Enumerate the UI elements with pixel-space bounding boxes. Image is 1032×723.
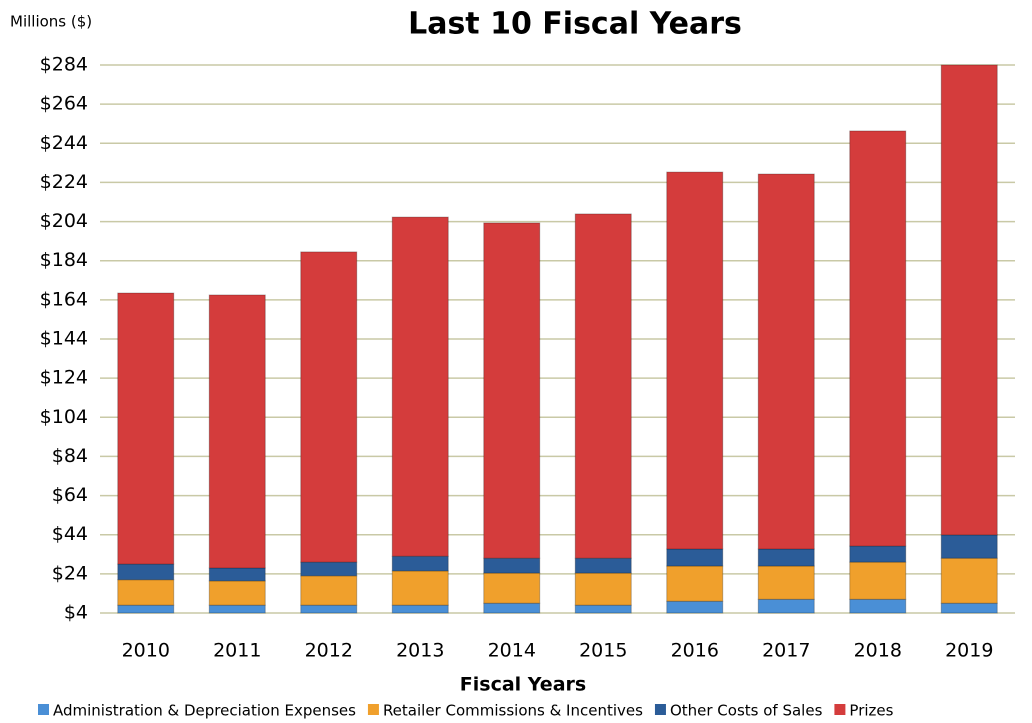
x-tick-label: 2016 <box>671 640 719 662</box>
legend-swatch <box>38 704 49 715</box>
x-tick-label: 2012 <box>305 640 353 662</box>
bar-segment <box>574 572 632 606</box>
bar-segment <box>117 563 175 581</box>
bar-segment <box>483 572 541 604</box>
bar-segment <box>849 561 907 600</box>
y-tick-label: $264 <box>40 93 88 115</box>
bar-segment <box>391 570 449 606</box>
bar-segment <box>849 545 907 563</box>
bar-segment <box>940 557 998 604</box>
legend-label: Administration & Depreciation Expenses <box>53 702 356 720</box>
x-tick-label: 2013 <box>396 640 444 662</box>
bar-segment <box>300 561 358 577</box>
y-tick-label: $164 <box>40 288 88 310</box>
bar-segment <box>666 600 724 614</box>
bar-segment <box>666 548 724 567</box>
bar-segment <box>849 598 907 614</box>
x-tick-label: 2011 <box>213 640 261 662</box>
bar-segment <box>117 579 175 606</box>
bar-segment <box>300 575 358 606</box>
bar-segment <box>849 130 907 547</box>
y-tick-label: $104 <box>40 406 88 428</box>
x-tick-label: 2010 <box>122 640 170 662</box>
bar-segment <box>574 604 632 614</box>
y-tick-label: $204 <box>40 210 88 232</box>
x-tick-label: 2015 <box>579 640 627 662</box>
y-tick-label: $184 <box>40 249 88 271</box>
bar-segment <box>574 213 632 559</box>
y-tick-label: $64 <box>52 484 88 506</box>
y-tick-label: $284 <box>40 54 88 76</box>
bar-segment <box>757 173 815 550</box>
x-tick-label: 2017 <box>762 640 810 662</box>
x-tick-label: 2019 <box>945 640 993 662</box>
bar-segment <box>208 580 266 606</box>
bar-segment <box>300 251 358 563</box>
bar-segment <box>300 604 358 614</box>
bar-segment <box>940 602 998 614</box>
bar-segment <box>391 604 449 614</box>
bar-segment <box>208 567 266 582</box>
legend-label: Retailer Commissions & Incentives <box>383 702 643 720</box>
legend-swatch <box>654 704 666 715</box>
y-axis-label: Millions ($) <box>10 13 92 31</box>
y-tick-label: $84 <box>52 445 88 467</box>
bar-segment <box>757 565 815 600</box>
legend-label: Prizes <box>849 702 893 720</box>
bar-segment <box>117 604 175 614</box>
y-tick-label: $44 <box>52 523 88 545</box>
legend-label: Other Costs of Sales <box>670 702 823 720</box>
bar-segment <box>940 64 998 536</box>
y-tick-label: $24 <box>52 562 88 584</box>
bar-segment <box>757 598 815 614</box>
bar-segment <box>483 557 541 574</box>
x-axis-label: Fiscal Years <box>460 674 586 696</box>
bar-segment <box>117 292 175 565</box>
bar-segment <box>666 565 724 602</box>
y-tick-label: $244 <box>40 132 88 154</box>
y-tick-label: $144 <box>40 328 88 350</box>
bar-segment <box>483 602 541 614</box>
bar-segment <box>391 216 449 557</box>
x-tick-label: 2018 <box>854 640 902 662</box>
chart-title: Last 10 Fiscal Years <box>408 7 742 42</box>
legend-swatch <box>367 704 379 715</box>
bar-segment <box>757 548 815 567</box>
y-tick-label: $4 <box>64 602 88 624</box>
bar-segment <box>940 534 998 559</box>
bar-segment <box>391 555 449 572</box>
y-tick-label: $224 <box>40 171 88 193</box>
y-tick-label: $124 <box>40 367 88 389</box>
bar-segment <box>208 294 266 569</box>
bar-segment <box>208 604 266 614</box>
legend-swatch <box>834 704 846 715</box>
bar-segment <box>666 171 724 550</box>
bar-segment <box>574 557 632 574</box>
x-tick-label: 2014 <box>488 640 536 662</box>
bar-segment <box>483 222 541 559</box>
